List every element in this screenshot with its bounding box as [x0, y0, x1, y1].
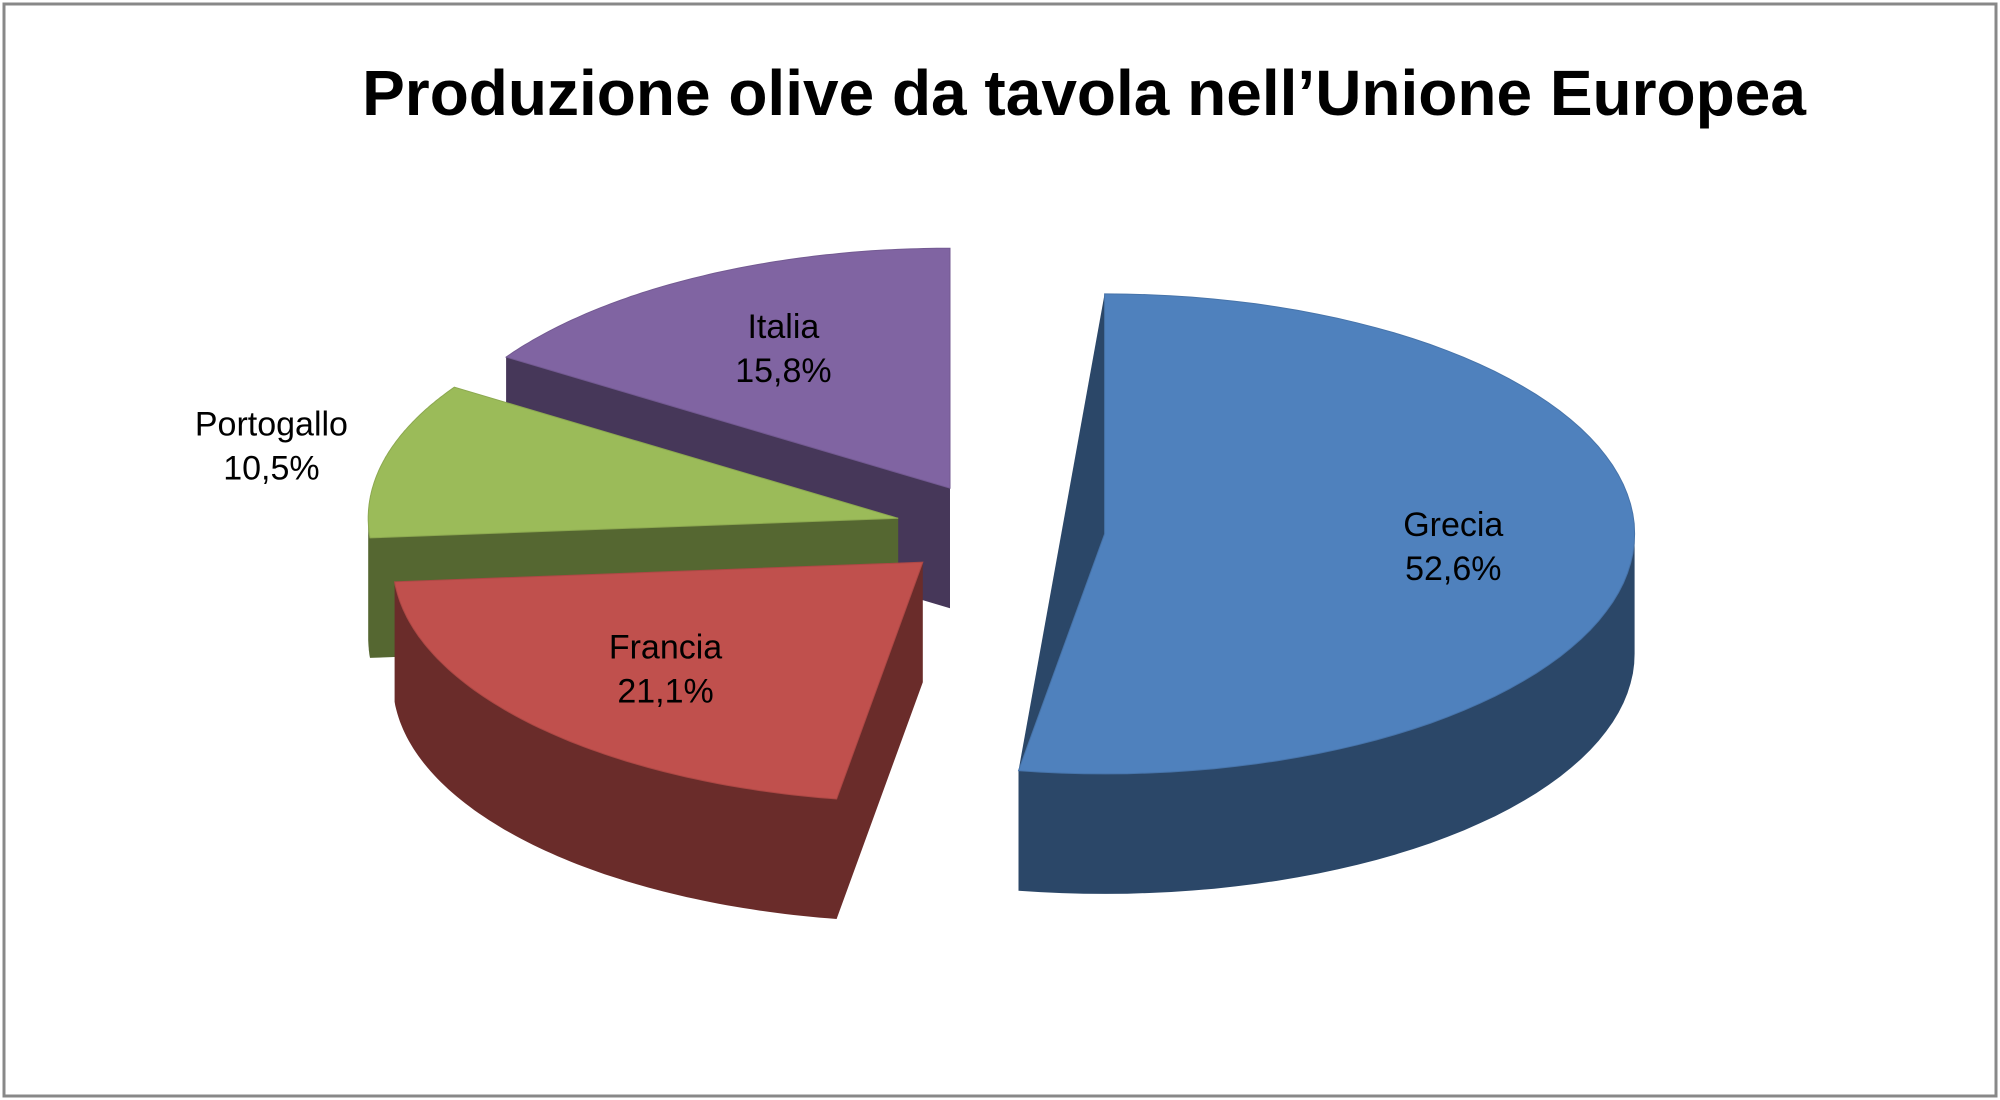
slice-label: Francia	[609, 629, 722, 667]
slice	[394, 561, 924, 800]
slice-label: Grecia	[1403, 506, 1503, 544]
chart-title: Produzione olive da tavola nell’Unione E…	[362, 57, 1806, 129]
slice	[504, 247, 951, 489]
slice-value-label: 15,8%	[735, 352, 831, 390]
slice-value-label: 10,5%	[223, 449, 319, 487]
slice-value-label: 52,6%	[1405, 550, 1501, 588]
slice	[1017, 293, 1636, 775]
slice	[367, 386, 899, 539]
slice-label: Portogallo	[195, 405, 348, 443]
slice-label: Italia	[747, 308, 819, 346]
slice-value-label: 21,1%	[617, 673, 713, 711]
